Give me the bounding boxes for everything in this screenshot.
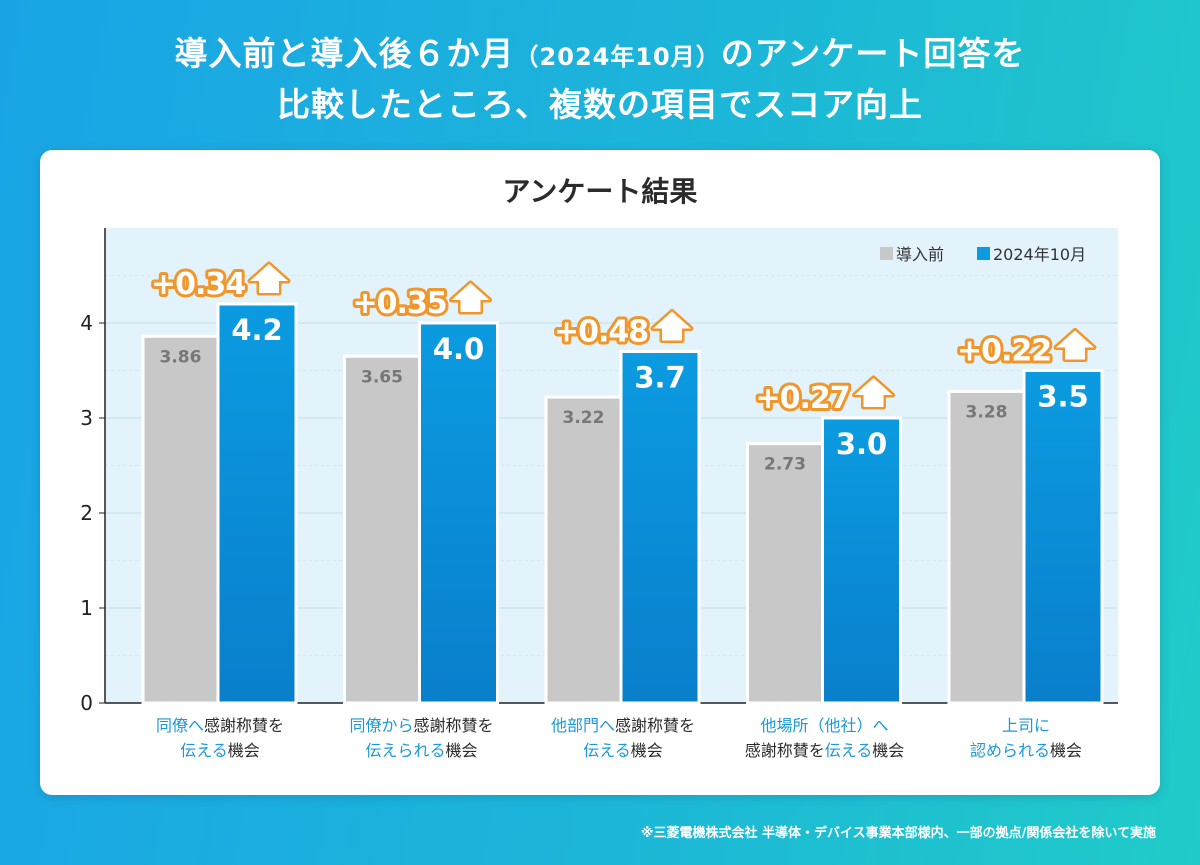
y-tick-label: 1 bbox=[80, 596, 93, 620]
footnote: ※三菱電機株式会社 半導体・デバイス事業本部様内、一部の拠点/関係会社を除いて実… bbox=[640, 826, 1156, 841]
legend-swatch-after bbox=[977, 247, 990, 260]
category-text: 機会 bbox=[445, 741, 478, 760]
bar-label-after: 4.2 bbox=[231, 313, 282, 347]
headline-line-1: 導入前と導入後６か月（2024年10月）のアンケート回答を bbox=[174, 34, 1026, 73]
bar-before bbox=[141, 334, 220, 705]
bar-before bbox=[343, 354, 421, 705]
y-tick-label: 4 bbox=[80, 311, 93, 335]
increase-label: +0.34 bbox=[151, 267, 245, 302]
chart-title: アンケート結果 bbox=[502, 175, 698, 208]
bar-label-before: 3.22 bbox=[563, 408, 605, 428]
bar-before bbox=[544, 395, 623, 705]
bar-after bbox=[216, 302, 298, 705]
category-highlight-text: 伝えられる bbox=[365, 741, 446, 760]
bar-label-before: 2.73 bbox=[764, 455, 806, 475]
category-highlight-text: 同僚から bbox=[349, 716, 414, 735]
bar-after bbox=[418, 321, 499, 705]
increase-label: +0.48 bbox=[554, 315, 648, 350]
increase-label: +0.27 bbox=[756, 381, 850, 416]
up-arrow-icon bbox=[247, 261, 291, 296]
headline: 導入前と導入後６か月（2024年10月）のアンケート回答を 比較したところ、複数… bbox=[0, 30, 1200, 129]
category-text: 感謝称賛を bbox=[744, 741, 825, 760]
up-arrow-icon bbox=[852, 375, 895, 410]
bar-label-before: 3.28 bbox=[966, 402, 1008, 422]
x-tick-label: 上司に認められる機会 bbox=[926, 713, 1126, 763]
increase-label: +0.35 bbox=[353, 286, 447, 321]
y-tick-label: 2 bbox=[80, 501, 93, 525]
up-arrow-icon bbox=[1053, 328, 1097, 362]
category-highlight-text: 伝える bbox=[180, 741, 228, 760]
y-tick-label: 3 bbox=[80, 406, 93, 430]
x-tick-label: 他場所（他社）へ感謝称賛を伝える機会 bbox=[725, 713, 925, 763]
bar-after bbox=[821, 416, 902, 705]
bar-before bbox=[746, 442, 824, 705]
category-highlight-text: 上司に bbox=[1001, 716, 1050, 735]
category-text: 機会 bbox=[1050, 741, 1083, 760]
category-highlight-text: 他場所（他社）へ bbox=[760, 716, 889, 735]
up-arrow-icon bbox=[650, 309, 694, 343]
bar-label-after: 4.0 bbox=[433, 332, 484, 366]
increase-label: +0.22 bbox=[957, 334, 1051, 369]
headline-line-2: 比較したところ、複数の項目でスコア向上 bbox=[277, 85, 923, 124]
up-arrow-icon bbox=[449, 280, 492, 315]
x-tick-label: 同僚へ感謝称賛を伝える機会 bbox=[120, 713, 320, 763]
x-tick-label: 同僚から感謝称賛を伝えられる機会 bbox=[322, 713, 522, 763]
legend-label-before: 導入前 bbox=[896, 245, 944, 264]
bar-after bbox=[1022, 369, 1104, 705]
category-highlight-text: 伝える bbox=[583, 741, 631, 760]
category-highlight-text: 同僚へ bbox=[155, 716, 204, 735]
bar-label-before: 3.86 bbox=[160, 347, 202, 367]
legend-swatch-before bbox=[880, 247, 893, 260]
bar-label-after: 3.7 bbox=[634, 361, 685, 395]
category-highlight-text: 伝える bbox=[824, 741, 873, 760]
bar-label-before: 3.65 bbox=[361, 367, 403, 387]
category-text: 感謝称賛を bbox=[413, 716, 494, 735]
bar-after bbox=[619, 350, 701, 705]
category-highlight-text: 他部門へ bbox=[550, 716, 615, 735]
bar-label-after: 3.5 bbox=[1037, 380, 1088, 414]
legend-label-after: 2024年10月 bbox=[993, 245, 1086, 264]
category-text: 機会 bbox=[872, 741, 905, 760]
category-highlight-text: 認められる bbox=[969, 741, 1050, 760]
category-text: 機会 bbox=[630, 741, 663, 760]
category-text: 感謝称賛を bbox=[204, 716, 285, 735]
bar-before bbox=[947, 389, 1026, 705]
category-text: 機会 bbox=[227, 741, 260, 760]
x-tick-label: 他部門へ感謝称賛を伝える機会 bbox=[523, 713, 723, 763]
category-text: 感謝称賛を bbox=[615, 716, 696, 735]
bar-label-after: 3.0 bbox=[836, 427, 887, 461]
y-tick-label: 0 bbox=[80, 691, 93, 715]
